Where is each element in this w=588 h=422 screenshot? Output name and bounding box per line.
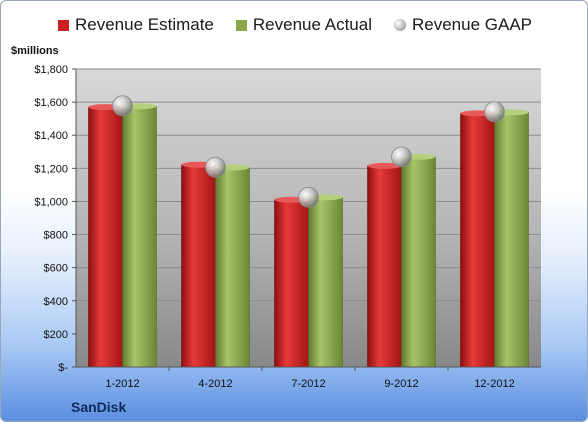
legend-label-gaap: Revenue GAAP <box>411 15 532 34</box>
y-tick-label: $200 <box>44 329 68 341</box>
bar-revenue-actual <box>215 167 250 368</box>
bubble-revenue-gaap <box>205 156 226 178</box>
x-tick-label: 12-2012 <box>474 378 514 390</box>
axes: $- $200 $400 $600 $800 $1,000 $1,200 $1,400 $1,6… <box>34 64 541 390</box>
x-tick-label: 1-2012 <box>105 378 139 390</box>
bubble-revenue-gaap <box>484 101 505 123</box>
bar-revenue-actual <box>401 156 436 368</box>
bar-revenue-estimate <box>367 165 402 368</box>
bar-revenue-estimate <box>88 106 123 368</box>
bars <box>88 103 529 368</box>
bubble-revenue-gaap <box>391 146 412 168</box>
bar-revenue-estimate <box>460 113 495 368</box>
y-tick-label: $1,200 <box>34 163 68 175</box>
gaap-bubbles <box>112 95 505 208</box>
y-tick-label: $800 <box>44 230 68 242</box>
bubble-revenue-gaap <box>112 95 133 117</box>
legend: Revenue Estimate Revenue Actual Revenue … <box>1 15 587 35</box>
x-tick-label: 4-2012 <box>198 378 232 390</box>
legend-swatch-estimate <box>57 19 69 31</box>
legend-bubble-gaap <box>393 19 406 31</box>
y-axis-unit-label: $millions <box>11 45 59 57</box>
y-tick-label: $1,400 <box>34 130 68 142</box>
legend-swatch-actual <box>235 19 247 31</box>
x-tick-label: 9-2012 <box>384 378 418 390</box>
y-tick-label: $1,600 <box>34 97 68 109</box>
bar-revenue-estimate <box>181 164 216 368</box>
company-label: SanDisk <box>71 399 127 415</box>
x-tick-label: 7-2012 <box>291 378 325 390</box>
legend-entry-gaap: Revenue GAAP <box>393 15 532 35</box>
y-tick-label: $1,000 <box>34 196 68 208</box>
bubble-revenue-gaap <box>298 186 319 208</box>
bar-revenue-actual <box>494 112 529 368</box>
bar-revenue-actual <box>308 197 343 368</box>
legend-entry-actual: Revenue Actual <box>235 15 372 35</box>
y-tick-label: $1,800 <box>34 64 68 76</box>
bar-revenue-estimate <box>274 199 309 368</box>
y-tick-label: $- <box>58 362 68 374</box>
y-tick-label: $600 <box>44 263 68 275</box>
legend-entry-estimate: Revenue Estimate <box>57 15 214 35</box>
bar-revenue-estimate-cap <box>367 162 402 169</box>
legend-label-estimate: Revenue Estimate <box>74 15 214 34</box>
bar-revenue-actual <box>122 105 157 368</box>
legend-label-actual: Revenue Actual <box>252 15 372 34</box>
y-tick-label: $400 <box>44 296 68 308</box>
